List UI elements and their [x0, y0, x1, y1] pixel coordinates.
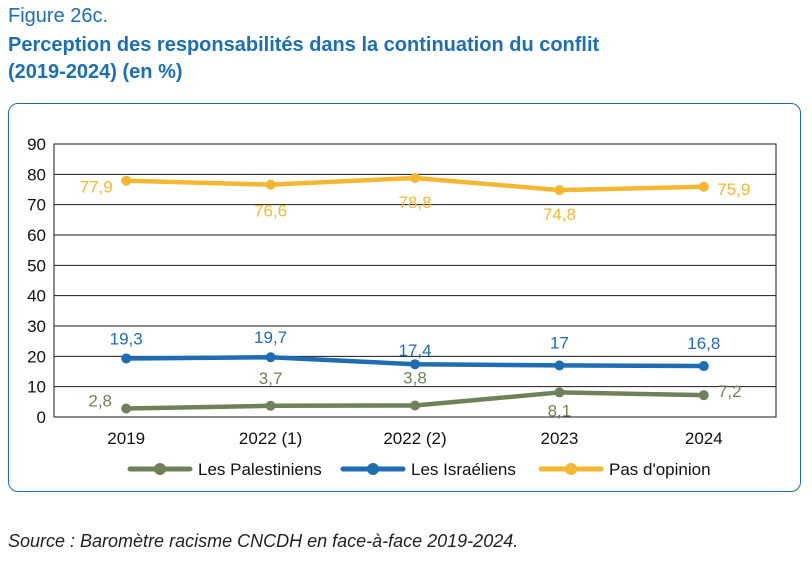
x-tick-label: 2022 (1) [239, 429, 302, 448]
y-tick-label: 0 [37, 408, 46, 427]
plot-area [53, 143, 777, 418]
legend-marker [565, 463, 577, 475]
x-tick-label: 2022 (2) [383, 429, 446, 448]
chart-frame [8, 103, 801, 492]
chart-title-line1: Perception des responsabilités dans la c… [8, 34, 600, 56]
line-chart: 0 10 20 30 40 50 60 70 80 90 2019 2022 (1) 2022 (2) 2… [27, 135, 777, 479]
data-point [265, 400, 276, 411]
data-point [121, 353, 132, 364]
y-tick-label: 30 [27, 317, 46, 336]
data-label: 19,3 [110, 329, 143, 348]
x-tick-label: 2024 [685, 429, 723, 448]
data-label: 17,4 [398, 341, 431, 360]
data-point [554, 387, 565, 398]
data-label: 77,9 [80, 178, 113, 197]
data-label: 3,7 [259, 369, 283, 388]
data-point [410, 400, 420, 411]
data-point [121, 403, 132, 414]
y-tick-label: 10 [27, 378, 46, 397]
data-point [698, 361, 709, 372]
y-tick-label: 70 [27, 196, 46, 215]
data-label: 8,1 [548, 401, 572, 420]
data-label: 2,8 [88, 392, 112, 411]
data-point [265, 179, 276, 190]
data-label: 75,9 [717, 180, 750, 199]
data-point [265, 352, 276, 363]
legend-marker [154, 463, 166, 475]
y-tick-label: 60 [27, 226, 46, 245]
chart-title: Perception des responsabilités dans la c… [8, 32, 788, 86]
data-point [121, 175, 132, 186]
data-label: 7,2 [718, 382, 742, 401]
legend-label: Les Palestiniens [198, 460, 322, 479]
y-tick-label: 50 [27, 256, 46, 275]
x-tick-label: 2019 [107, 429, 145, 448]
figure-label: Figure 26c. [8, 5, 109, 27]
legend-label: Les Israéliens [411, 460, 516, 479]
y-tick-label: 20 [27, 347, 46, 366]
data-label: 3,8 [403, 368, 427, 387]
data-point [698, 181, 709, 192]
y-tick-label: 80 [27, 165, 46, 184]
y-tick-label: 90 [27, 135, 46, 154]
data-label: 78,8 [398, 193, 431, 212]
legend-label: Pas d'opinion [609, 460, 711, 479]
y-tick-label: 40 [27, 287, 46, 306]
legend-marker [367, 463, 379, 475]
data-point [410, 359, 420, 370]
data-point [698, 390, 709, 401]
data-label: 74,8 [543, 205, 576, 224]
source-note: Source : Baromètre racisme CNCDH en face… [8, 531, 519, 551]
x-tick-label: 2023 [540, 429, 578, 448]
data-label: 19,7 [254, 328, 287, 347]
data-point [554, 185, 565, 196]
data-label: 16,8 [687, 334, 720, 353]
chart-title-line2: (2019-2024) (en %) [8, 61, 183, 83]
data-label: 76,6 [254, 202, 287, 221]
data-point [554, 360, 565, 371]
data-point [410, 172, 420, 183]
data-label: 17 [550, 333, 569, 352]
